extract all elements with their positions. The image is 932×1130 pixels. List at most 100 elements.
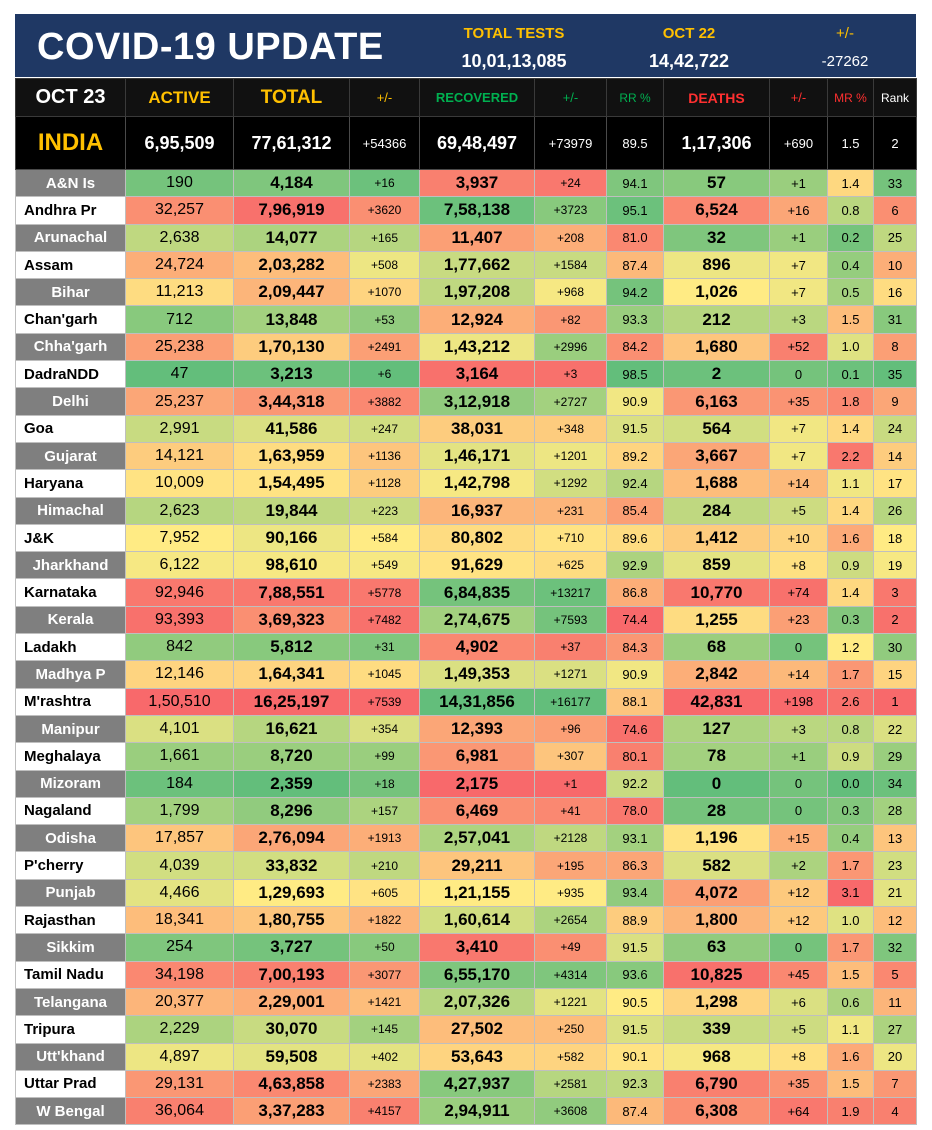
cell-total: 4,63,858 (233, 1069, 350, 1099)
cell-deaths: 968 (663, 1042, 770, 1071)
cell-name: Gujarat (15, 441, 126, 471)
cell-active: 190 (125, 168, 234, 198)
cell-mr: 0.0 (827, 769, 874, 798)
cell-active: 10,009 (125, 469, 234, 498)
cell-total-change: +223 (349, 496, 420, 525)
cell-rank: 34 (873, 769, 917, 798)
cell-rank: 20 (873, 1042, 917, 1071)
cell-name: Tamil Nadu (15, 960, 126, 989)
cell-deaths: 4,072 (663, 878, 770, 908)
cell-deaths-change: +12 (769, 906, 828, 935)
cell-recovered-change: +968 (534, 278, 607, 307)
cell-rr: 80.1 (606, 742, 664, 771)
cell-total-change: +4157 (349, 1097, 420, 1126)
cell-deaths-change: +10 (769, 523, 828, 553)
cell-deaths: 28 (663, 796, 770, 826)
cell-deaths: 10,770 (663, 578, 770, 607)
cell-mr: 2.2 (827, 441, 874, 471)
cell-mr: 0.6 (827, 987, 874, 1017)
cell-total: 3,727 (233, 933, 350, 962)
cell-active: 712 (125, 305, 234, 334)
cell-recovered: 1,42,798 (419, 469, 535, 498)
cell-deaths: 1,680 (663, 332, 770, 362)
cell-active: 93,393 (125, 605, 234, 635)
cell-deaths-change: +5 (769, 496, 828, 525)
cell-active: 4,897 (125, 1042, 234, 1071)
cell-recovered-change: +2581 (534, 1069, 607, 1099)
cell-recovered-change: +96 (534, 714, 607, 744)
cell-recovered: 1,60,614 (419, 906, 535, 935)
cell-recovered-change: +231 (534, 496, 607, 525)
cell-total-change: +210 (349, 851, 420, 880)
cell-active: 25,238 (125, 332, 234, 362)
table-row: J&K 7,952 90,166 +584 80,802 +710 89.6 1,412 +10… (15, 523, 917, 553)
cell-rr: 95.1 (606, 196, 664, 225)
cell-name: Mizoram (15, 769, 126, 798)
cell-rank: 10 (873, 250, 917, 280)
cell-recovered: 7,58,138 (419, 196, 535, 225)
table-row: Karnataka 92,946 7,88,551 +5778 6,84,835 +132… (15, 578, 917, 607)
cell-recovered-change: +1584 (534, 250, 607, 280)
cell-recovered-change: +625 (534, 551, 607, 580)
cell-deaths-change: 0 (769, 933, 828, 962)
cell-mr: 1.6 (827, 1042, 874, 1071)
table-row: Meghalaya 1,661 8,720 +99 6,981 +307 80.1 78 +1 0… (15, 742, 917, 771)
cell-deaths: 127 (663, 714, 770, 744)
national-deaths-change: +690 (769, 116, 828, 170)
cell-recovered-change: +710 (534, 523, 607, 553)
cell-total: 1,70,130 (233, 332, 350, 362)
cell-rr: 91.5 (606, 1015, 664, 1044)
cell-name: Andhra Pr (15, 196, 126, 225)
cell-mr: 0.9 (827, 551, 874, 580)
cell-total: 7,88,551 (233, 578, 350, 607)
cell-name: Nagaland (15, 796, 126, 826)
cell-deaths-change: +23 (769, 605, 828, 635)
cell-name: M'rashtra (15, 687, 126, 716)
cell-rank: 11 (873, 987, 917, 1017)
header-row: OCT 23 ACTIVE TOTAL +/- RECOVERED +/- RR… (15, 78, 917, 117)
cell-total-change: +53 (349, 305, 420, 334)
cell-mr: 1.1 (827, 469, 874, 498)
cell-rr: 84.3 (606, 633, 664, 662)
cell-total-change: +549 (349, 551, 420, 580)
cell-rr: 98.5 (606, 360, 664, 389)
cell-name: P'cherry (15, 851, 126, 880)
cell-total: 16,621 (233, 714, 350, 744)
cell-rr: 88.1 (606, 687, 664, 716)
cell-recovered-change: +37 (534, 633, 607, 662)
cell-total-change: +7539 (349, 687, 420, 716)
cell-recovered-change: +3 (534, 360, 607, 389)
table-row: Andhra Pr 32,257 7,96,919 +3620 7,58,138 +372… (15, 196, 917, 225)
cell-deaths: 6,790 (663, 1069, 770, 1099)
cell-name: A&N Is (15, 168, 126, 198)
cell-deaths-change: +3 (769, 714, 828, 744)
cell-active: 842 (125, 633, 234, 662)
cell-recovered: 1,77,662 (419, 250, 535, 280)
cell-recovered: 2,57,041 (419, 824, 535, 853)
rr-header: RR % (606, 78, 664, 117)
cell-mr: 1.7 (827, 933, 874, 962)
cell-name: Punjab (15, 878, 126, 908)
cell-total: 2,09,447 (233, 278, 350, 307)
cell-recovered: 4,902 (419, 633, 535, 662)
cell-rr: 90.9 (606, 660, 664, 689)
cell-rr: 86.8 (606, 578, 664, 607)
cell-active: 32,257 (125, 196, 234, 225)
cell-active: 2,991 (125, 414, 234, 443)
cell-total: 5,812 (233, 633, 350, 662)
cell-total-change: +31 (349, 633, 420, 662)
cell-deaths-change: +14 (769, 469, 828, 498)
cell-rank: 13 (873, 824, 917, 853)
cell-mr: 1.4 (827, 578, 874, 607)
cell-mr: 1.0 (827, 906, 874, 935)
cell-mr: 1.5 (827, 305, 874, 334)
cell-rank: 3 (873, 578, 917, 607)
cell-mr: 1.6 (827, 523, 874, 553)
cell-rank: 23 (873, 851, 917, 880)
cell-total-change: +354 (349, 714, 420, 744)
cell-rr: 93.3 (606, 305, 664, 334)
cell-rr: 84.2 (606, 332, 664, 362)
cell-mr: 2.6 (827, 687, 874, 716)
cell-mr: 0.8 (827, 196, 874, 225)
cell-total-change: +1070 (349, 278, 420, 307)
